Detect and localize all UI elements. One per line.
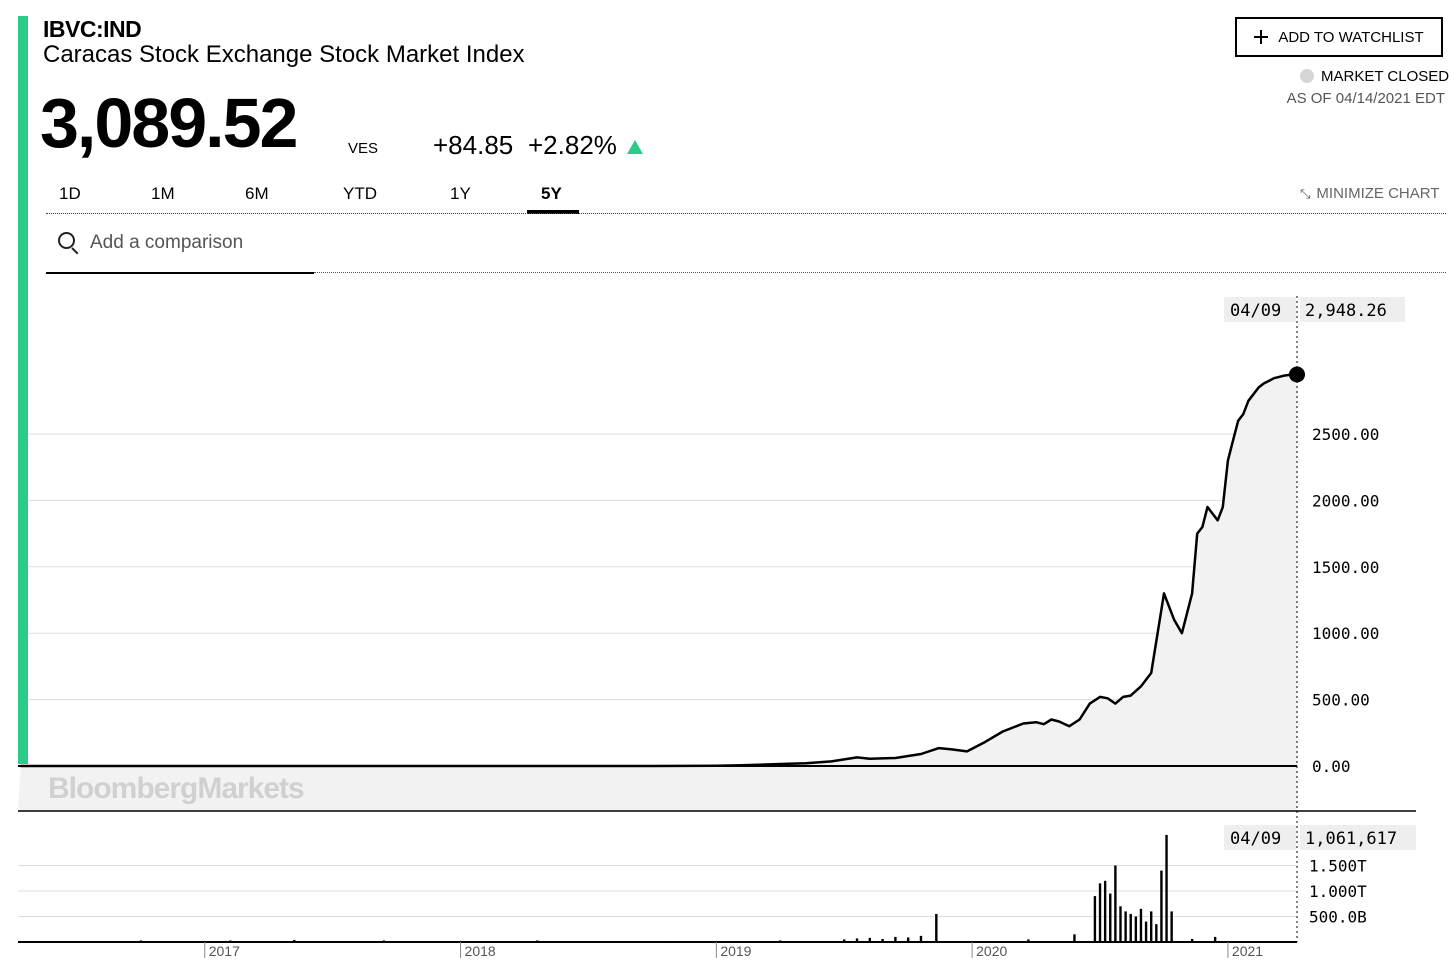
index-name: Caracas Stock Exchange Stock Market Inde… — [43, 41, 525, 68]
volume-bar — [1073, 934, 1076, 942]
price-line — [20, 373, 1298, 768]
year-tick-label: 2021 — [1232, 943, 1263, 959]
volume-bar — [1027, 939, 1030, 942]
volume-bar — [935, 913, 938, 942]
watchlist-label: ADD TO WATCHLIST — [1278, 28, 1424, 46]
volume-date-box — [1224, 825, 1296, 850]
add-to-watchlist-button[interactable]: ADD TO WATCHLIST — [1235, 17, 1443, 57]
year-tick-label: 2018 — [465, 943, 496, 959]
tab-6m[interactable]: 6M — [245, 184, 269, 203]
volume-tick-label: 500.0B — [1309, 908, 1367, 927]
volume-crosshair-value: 1,061,617 — [1305, 829, 1397, 849]
currency-label: VES — [348, 140, 379, 157]
up-arrow-icon — [627, 140, 643, 154]
volume-bar — [894, 936, 897, 942]
minimize-icon: ⤡ — [1300, 185, 1311, 201]
tab-1m[interactable]: 1M — [151, 184, 175, 203]
volume-axis: 500.0B 1.000T 1.500T — [1309, 857, 1367, 927]
active-tab-indicator — [527, 210, 579, 214]
minimize-chart-button[interactable]: ⤡ MINIMIZE CHART — [1300, 185, 1439, 202]
volume-bar — [855, 938, 859, 942]
volume-tick-label: 1.500T — [1309, 857, 1367, 876]
volume-bar — [1155, 924, 1158, 942]
tab-ytd[interactable]: YTD — [343, 184, 377, 203]
tab-1d[interactable]: 1D — [59, 184, 81, 203]
as-of-timestamp: AS OF 04/14/2021 EDT — [1286, 90, 1445, 107]
year-tick-label: 2017 — [209, 943, 240, 959]
plus-icon — [1254, 30, 1269, 44]
price-grid — [28, 433, 1297, 701]
volume-bars — [62, 834, 1217, 942]
volume-bar — [868, 937, 872, 942]
price-tick-label: 1500.00 — [1312, 558, 1379, 577]
volume-bar — [1213, 936, 1217, 942]
comparison-input[interactable] — [90, 232, 310, 254]
volume-grid — [18, 865, 1297, 917]
crosshair-date: 04/09 — [1230, 301, 1281, 321]
ticker-symbol: IBVC:IND — [43, 16, 142, 42]
volume-bar — [906, 937, 910, 942]
price-tick-label: 500.00 — [1312, 691, 1370, 710]
year-tick-label: 2019 — [720, 943, 751, 959]
volume-bar — [1144, 921, 1148, 942]
volume-bar — [1165, 834, 1168, 942]
crosshair-date-box — [1224, 297, 1296, 322]
price-axis: 0.00 500.00 1000.00 1500.00 2000.00 2500.00 — [1312, 425, 1379, 776]
tab-1y[interactable]: 1Y — [450, 184, 471, 203]
volume-bar — [1160, 870, 1163, 942]
volume-bar — [1139, 908, 1143, 942]
volume-bar — [843, 939, 846, 942]
tabs-divider — [46, 213, 1446, 214]
volume-bar — [1098, 883, 1102, 942]
price-area — [18, 374, 1297, 811]
time-axis: 2017 2018 2019 2020 2021 — [204, 942, 1263, 959]
tab-5y[interactable]: 5Y — [541, 184, 562, 203]
market-status-dot — [1300, 69, 1314, 83]
crosshair-value-box — [1300, 297, 1405, 322]
volume-bar — [1129, 913, 1132, 942]
current-price: 3,089.52 — [40, 84, 298, 162]
volume-bar — [1114, 865, 1117, 942]
minimize-label: MINIMIZE CHART — [1316, 185, 1440, 202]
volume-bar — [881, 938, 884, 942]
volume-bar — [293, 939, 296, 942]
volume-bar — [919, 935, 923, 942]
volume-bar — [1109, 893, 1112, 942]
volume-crosshair-date: 04/09 — [1230, 829, 1281, 849]
volume-value-box — [1300, 825, 1416, 850]
year-tick-label: 2020 — [976, 943, 1007, 959]
volume-tick-label: 1.000T — [1309, 882, 1367, 901]
volume-bar — [1093, 896, 1097, 942]
volume-bar — [1149, 911, 1153, 942]
price-tick-label: 0.00 — [1312, 757, 1351, 776]
comparison-search — [46, 228, 314, 274]
section-divider — [314, 272, 1446, 273]
bloomberg-markets-logo: BloombergMarkets — [48, 772, 305, 805]
volume-bar — [1124, 911, 1127, 942]
price-change: +84.85 — [433, 130, 514, 160]
price-tick-label: 2000.00 — [1312, 491, 1379, 510]
volume-bar — [1134, 916, 1138, 942]
volume-bar — [1103, 880, 1107, 942]
price-change-percent: +2.82% — [528, 130, 617, 160]
crosshair-value: 2,948.26 — [1305, 301, 1387, 321]
price-tick-label: 2500.00 — [1312, 425, 1379, 444]
price-tick-label: 1000.00 — [1312, 624, 1379, 643]
volume-bar — [1170, 911, 1173, 942]
volume-bar — [1190, 938, 1194, 942]
search-icon — [58, 232, 75, 249]
market-status: MARKET CLOSED — [1321, 68, 1450, 85]
accent-bar — [18, 16, 28, 764]
volume-bar — [1119, 906, 1122, 942]
last-price-point — [1289, 366, 1305, 383]
